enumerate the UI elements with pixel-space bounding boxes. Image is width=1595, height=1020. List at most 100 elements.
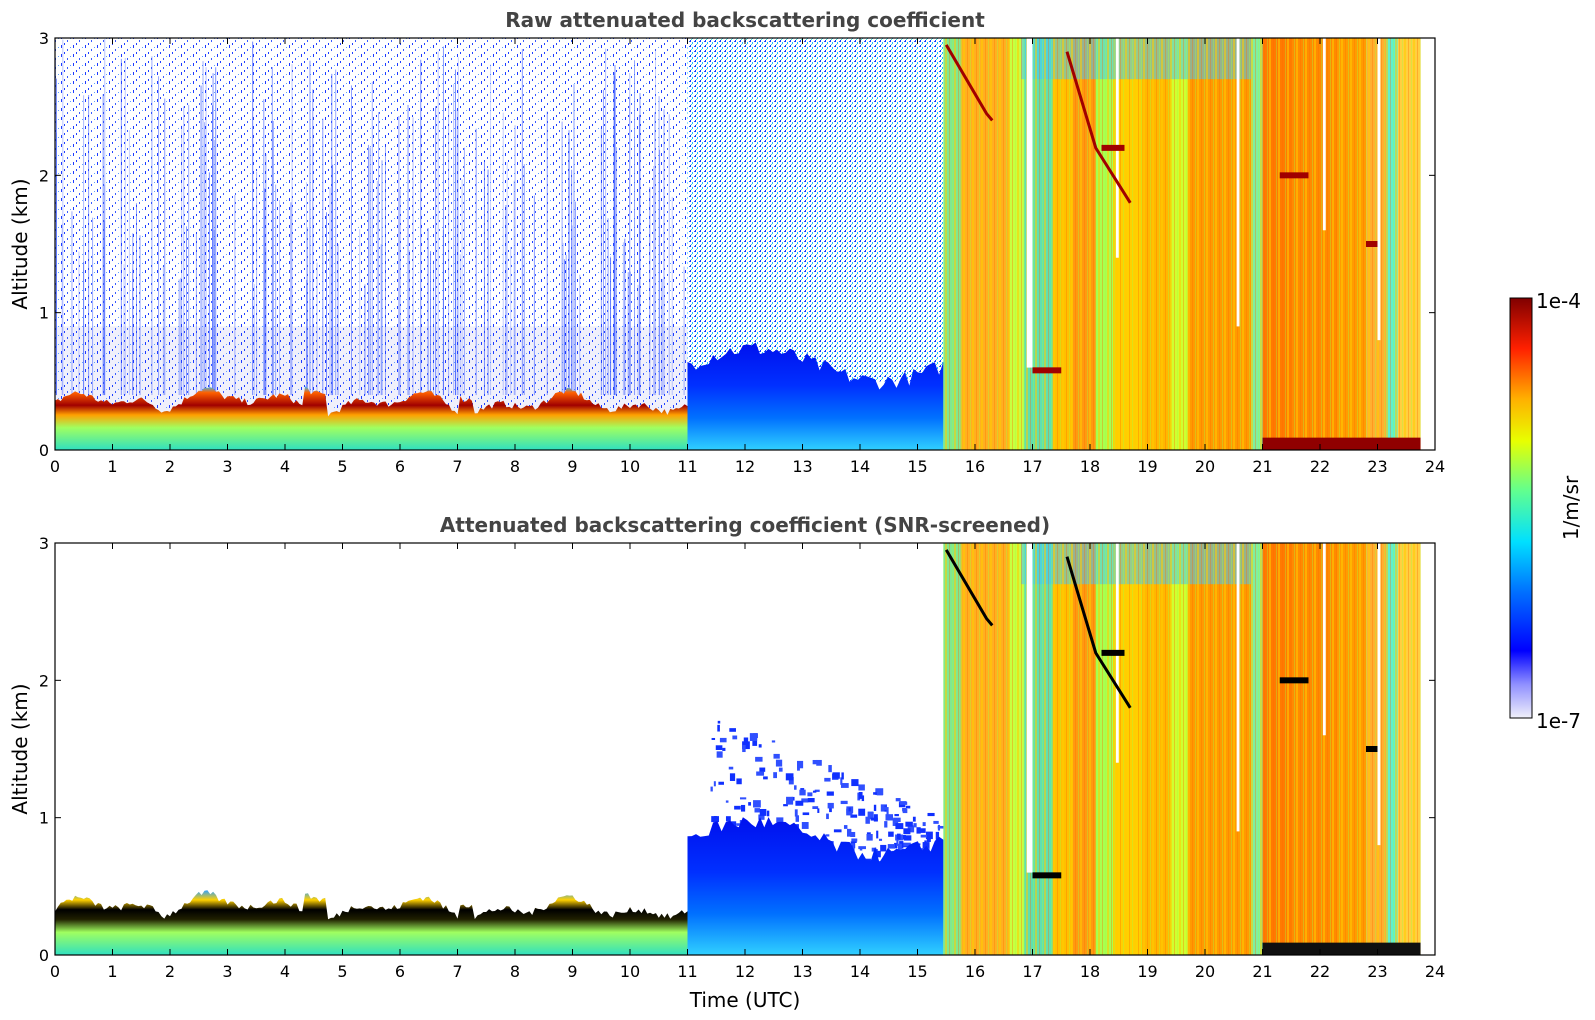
aerosol-patch xyxy=(711,816,719,823)
noise-streak xyxy=(132,233,134,396)
aerosol-patch xyxy=(785,773,794,781)
noise-streak xyxy=(420,59,422,396)
noise-streak xyxy=(202,61,204,396)
noise-streak xyxy=(629,73,631,396)
noise-streak xyxy=(78,251,80,396)
x-tick-label: 19 xyxy=(1137,457,1157,476)
noise-streak xyxy=(88,94,90,396)
cloud-edge-streak xyxy=(1065,556,1132,709)
aerosol-patch xyxy=(894,842,898,849)
noise-streak xyxy=(427,227,429,396)
clear-gap xyxy=(1377,543,1381,846)
aerosol-patch xyxy=(734,805,741,810)
aerosol-patch xyxy=(749,733,758,741)
aerosol-patch xyxy=(736,778,742,785)
x-tick-label: 6 xyxy=(395,962,405,981)
noise-streak xyxy=(162,265,164,396)
noise-streak xyxy=(128,130,130,396)
aerosol-patch xyxy=(740,804,746,812)
noise-streak xyxy=(180,277,182,396)
aerosol-patch xyxy=(927,812,935,817)
noise-streak xyxy=(506,162,508,396)
noise-streak xyxy=(205,67,207,396)
aerosol-patch xyxy=(895,823,904,830)
noise-streak xyxy=(332,164,334,396)
aerosol-patch xyxy=(935,831,940,840)
aerosol-patch xyxy=(742,741,750,750)
aerosol-patch xyxy=(778,767,783,772)
noise-streak xyxy=(521,49,523,396)
noise-streak xyxy=(457,57,459,396)
noise-streak xyxy=(659,149,661,396)
noise-streak xyxy=(668,114,670,396)
noise-streak xyxy=(408,250,410,396)
x-tick-label: 10 xyxy=(620,457,640,476)
noise-streak xyxy=(181,125,183,396)
clear-gap xyxy=(1026,38,1033,368)
noise-streak xyxy=(490,64,492,396)
aerosol-patch xyxy=(900,801,908,805)
aerosol-patch xyxy=(875,788,884,796)
surface-band xyxy=(1262,942,1421,955)
x-tick-label: 18 xyxy=(1080,457,1100,476)
noise-streak xyxy=(432,260,434,396)
x-tick-label: 15 xyxy=(907,962,927,981)
noise-streak xyxy=(234,195,236,396)
aerosol-patch xyxy=(722,747,726,751)
noise-streak xyxy=(661,278,663,396)
x-tick-label: 24 xyxy=(1425,962,1445,981)
x-tick-label: 18 xyxy=(1080,962,1100,981)
noise-region-day xyxy=(687,38,944,382)
noise-streak xyxy=(475,128,477,396)
noise-streak xyxy=(132,268,134,396)
noise-streak xyxy=(638,115,640,396)
cloud-edge-streak xyxy=(944,44,994,122)
colorbar xyxy=(1509,297,1533,719)
aerosol-patch xyxy=(916,827,921,834)
noise-streak xyxy=(624,238,626,396)
noise-streak xyxy=(571,169,573,396)
aerosol-patch xyxy=(897,843,902,851)
noise-streak xyxy=(610,257,612,396)
x-tick-label: 14 xyxy=(850,962,870,981)
noise-streak xyxy=(211,105,213,396)
aerosol-patch xyxy=(783,804,788,807)
x-tick-label: 13 xyxy=(792,457,812,476)
clear-gap xyxy=(1236,543,1240,832)
noise-streak xyxy=(312,89,314,396)
aerosol-patch xyxy=(794,809,798,817)
aerosol-patch xyxy=(755,756,763,762)
aerosol-patch xyxy=(912,816,916,822)
aerosol-patch xyxy=(824,777,831,782)
noise-streak xyxy=(376,181,378,396)
noise-streak xyxy=(487,169,489,396)
noise-streak xyxy=(514,125,516,396)
x-tick-label: 5 xyxy=(337,962,347,981)
x-tick-label: 0 xyxy=(50,962,60,981)
aerosol-patch xyxy=(754,808,760,813)
noise-streak xyxy=(483,161,485,396)
x-tick-label: 16 xyxy=(965,962,985,981)
aerosol-patch xyxy=(759,767,766,772)
x-tick-label: 10 xyxy=(620,962,640,981)
aerosol-patch xyxy=(711,737,716,740)
noise-streak xyxy=(92,217,94,396)
noise-streak xyxy=(380,244,382,396)
noise-streak xyxy=(124,58,126,396)
noise-streak xyxy=(437,51,439,396)
clear-gap xyxy=(1322,38,1326,231)
aerosol-patch xyxy=(907,825,915,833)
noise-streak xyxy=(371,81,373,396)
aerosol-patch xyxy=(753,800,761,808)
aerosol-patch xyxy=(799,789,806,796)
aerosol-patch xyxy=(758,814,765,820)
x-tick-label: 1 xyxy=(107,457,117,476)
noise-streak xyxy=(459,254,461,396)
y-tick-label: 3 xyxy=(39,534,49,553)
noise-streak xyxy=(252,41,254,396)
noise-streak xyxy=(412,117,414,396)
y-tick-label: 0 xyxy=(39,441,49,460)
aerosol-layer xyxy=(687,342,944,450)
aerosol-patch xyxy=(919,828,926,833)
cloud-texture xyxy=(943,38,1421,450)
